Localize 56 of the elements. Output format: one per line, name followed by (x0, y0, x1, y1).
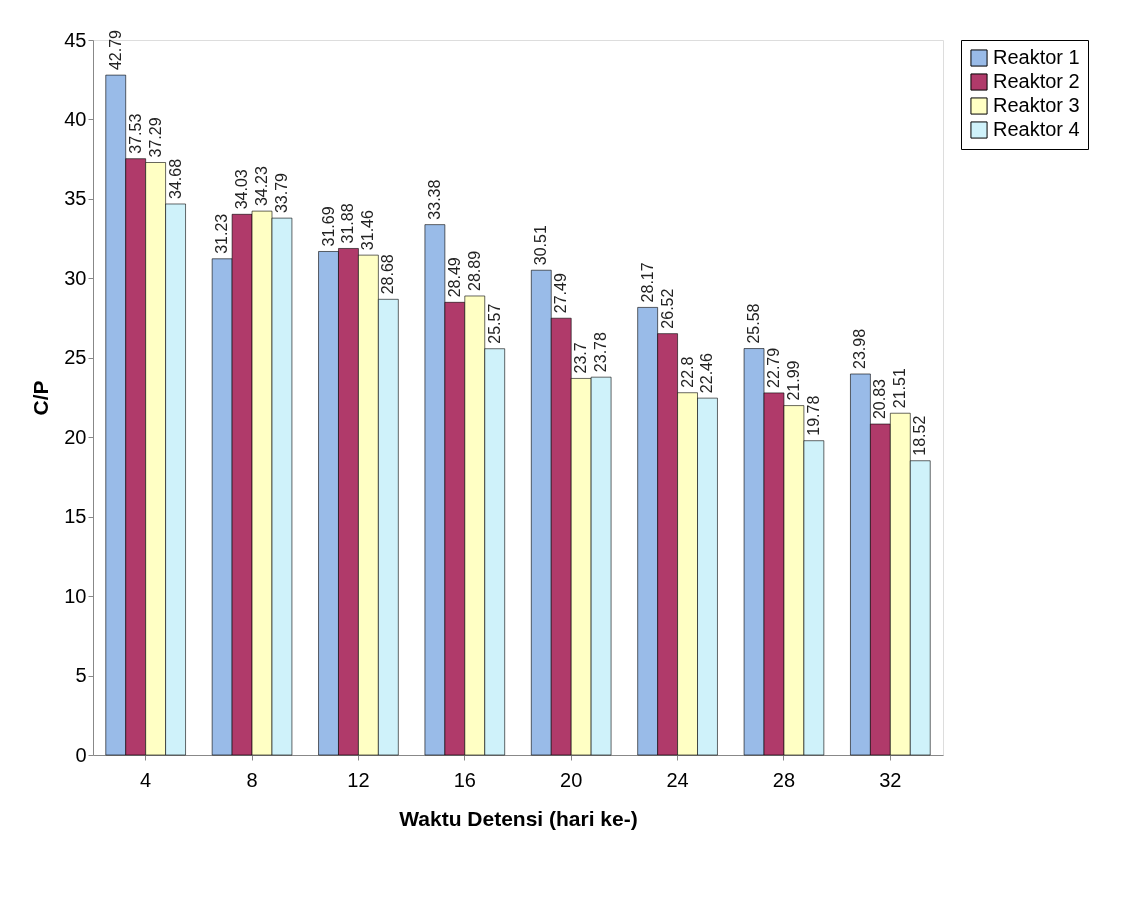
data-label: 31.69 (319, 206, 337, 247)
data-label: 33.79 (272, 172, 290, 214)
y-tick-label: 15 (64, 505, 87, 528)
y-tick-label: 20 (64, 425, 87, 448)
data-label: 28.17 (638, 262, 656, 303)
data-label: 23.78 (592, 332, 610, 373)
data-label: 42.79 (106, 29, 124, 71)
data-label: 23.98 (851, 328, 869, 369)
x-tick-label: 16 (453, 768, 476, 791)
data-label: 34.68 (166, 158, 184, 199)
x-axis-title: Waktu Detensi (hari ke-) (399, 806, 638, 830)
y-tick-label: 40 (64, 107, 87, 130)
x-tick-label: 24 (666, 768, 689, 791)
data-label: 26.52 (658, 288, 676, 329)
data-label: 31.23 (213, 213, 231, 254)
x-tick-label: 20 (560, 768, 583, 791)
data-label: 20.83 (871, 378, 889, 420)
legend-label: Reaktor 1 (993, 46, 1080, 68)
y-tick-label: 45 (64, 28, 87, 51)
data-label: 37.29 (146, 117, 164, 158)
data-label: 28.49 (445, 257, 463, 298)
y-tick-label: 0 (75, 743, 87, 766)
data-label: 27.49 (552, 273, 570, 314)
data-label: 22.8 (678, 356, 696, 388)
legend-label: Reaktor 3 (993, 94, 1080, 116)
data-label: 18.52 (911, 415, 929, 456)
x-tick-label: 4 (140, 768, 152, 791)
x-tick-label: 28 (772, 768, 796, 791)
data-label: 37.53 (126, 113, 144, 154)
data-label: 23.7 (572, 342, 590, 374)
data-label: 31.88 (339, 203, 357, 244)
legend-label: Reaktor 4 (993, 118, 1080, 140)
data-label: 25.57 (485, 303, 503, 344)
data-label: 22.46 (698, 352, 716, 394)
y-axis-title: C/P (29, 380, 53, 416)
data-label: 25.58 (745, 303, 763, 344)
y-tick-label: 30 (64, 266, 87, 289)
data-label: 33.38 (425, 179, 443, 220)
data-label: 30.51 (532, 225, 550, 266)
y-tick-label: 35 (64, 187, 87, 210)
data-label: 28.68 (379, 254, 397, 295)
data-label: 34.23 (253, 165, 271, 207)
legend-label: Reaktor 2 (993, 70, 1080, 92)
data-label: 19.78 (804, 395, 822, 436)
data-label: 21.51 (891, 368, 909, 409)
x-tick-label: 32 (879, 768, 902, 791)
data-label: 21.99 (784, 360, 802, 401)
y-tick-label: 10 (64, 584, 87, 607)
y-tick-label: 25 (64, 346, 87, 369)
x-tick-label: 12 (347, 768, 370, 791)
y-tick-label: 5 (75, 664, 87, 687)
x-tick-label: 8 (246, 768, 258, 791)
data-label: 31.46 (359, 209, 377, 251)
data-label: 34.03 (233, 169, 251, 210)
data-label: 22.79 (764, 347, 782, 388)
data-label: 28.89 (465, 250, 483, 291)
